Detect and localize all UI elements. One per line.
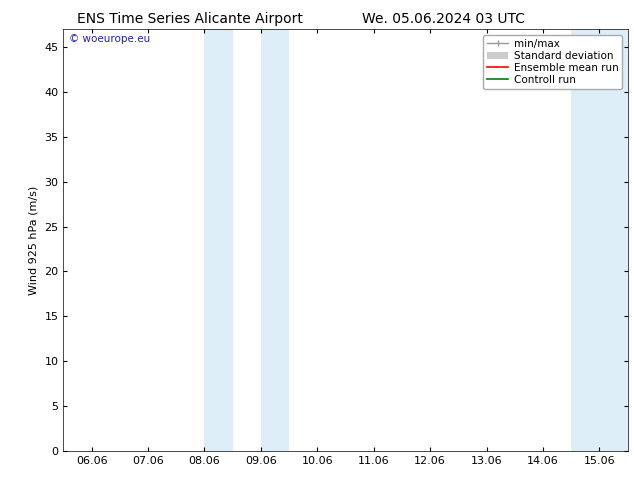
Y-axis label: Wind 925 hPa (m/s): Wind 925 hPa (m/s) <box>29 186 39 294</box>
Bar <box>571 29 600 451</box>
Bar <box>600 29 628 451</box>
Bar <box>204 29 233 451</box>
Bar <box>261 29 289 451</box>
Text: © woeurope.eu: © woeurope.eu <box>69 34 150 44</box>
Text: We. 05.06.2024 03 UTC: We. 05.06.2024 03 UTC <box>362 12 526 26</box>
Legend: min/max, Standard deviation, Ensemble mean run, Controll run: min/max, Standard deviation, Ensemble me… <box>483 35 623 89</box>
Text: ENS Time Series Alicante Airport: ENS Time Series Alicante Airport <box>77 12 303 26</box>
